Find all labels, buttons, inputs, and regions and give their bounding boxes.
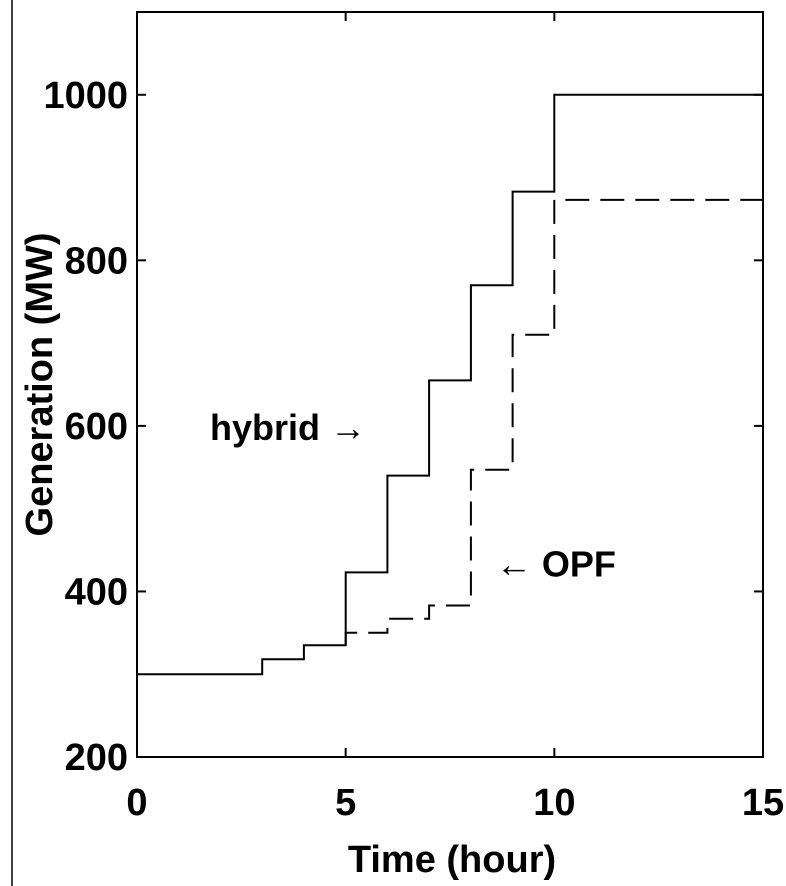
x-tick-label: 15 [742,782,784,824]
x-axis-label: Time (hour) [348,839,556,881]
annotation-label: hybrid → [210,407,366,448]
axes-group: 0 5 10 15 200 400 600 800 1000 [43,11,784,824]
annotation-label: ← OPF [496,544,616,585]
series-line-solid [137,93,763,676]
y-axis-label: Generation (MW) [19,233,61,537]
x-tick-label: 5 [335,782,356,824]
y-tick-label: 1000 [43,75,128,117]
x-tick-label: 0 [126,782,147,824]
y-tick-label: 400 [65,571,128,613]
annotations-group: hybrid → ← OPF [210,407,616,585]
series-line-dashed [344,198,763,646]
series-group [137,93,763,676]
y-tick-label: 600 [65,406,128,448]
plot-frame [136,11,764,758]
x-tick-label: 10 [533,782,575,824]
labels-group: Time (hour) Generation (MW) [19,233,556,881]
y-tick-label: 200 [65,737,128,779]
y-tick-label: 800 [65,240,128,282]
